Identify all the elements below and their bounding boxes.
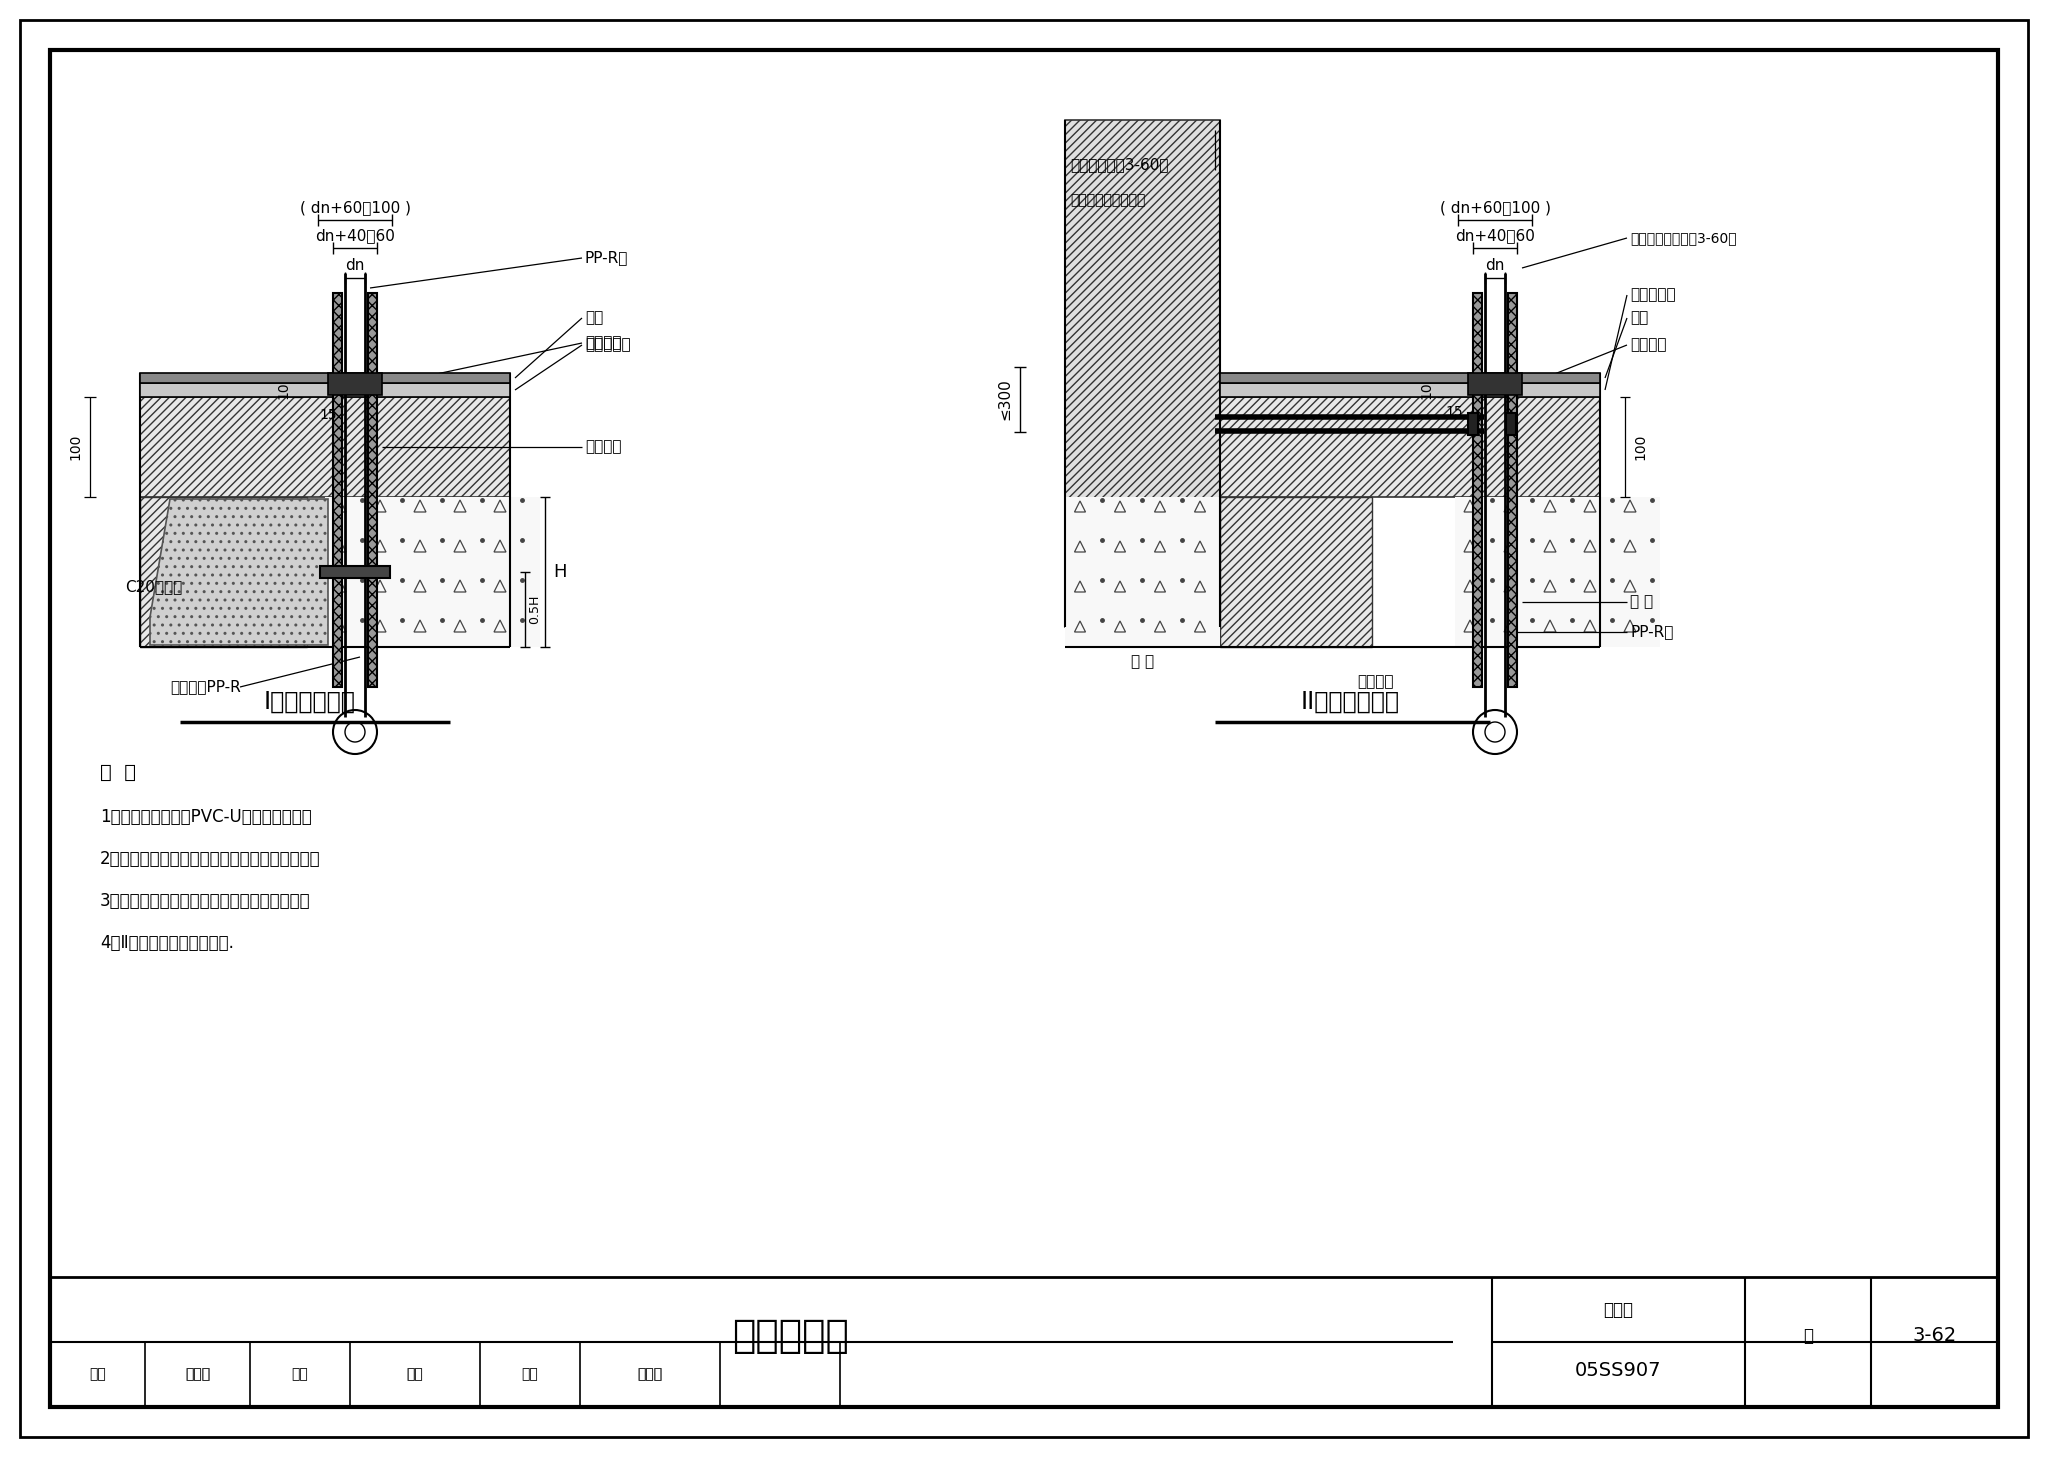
Text: 15: 15 bbox=[1446, 405, 1462, 420]
Polygon shape bbox=[334, 293, 342, 688]
Text: 同利国: 同利国 bbox=[637, 1368, 664, 1381]
Text: 100: 100 bbox=[1632, 434, 1647, 460]
Bar bbox=[1065, 497, 1221, 647]
Text: 钢筋砼楼面: 钢筋砼楼面 bbox=[586, 338, 631, 353]
Text: 墙 体: 墙 体 bbox=[1130, 654, 1155, 670]
Text: 10: 10 bbox=[1419, 382, 1434, 399]
Text: ( dn+60～100 ): ( dn+60～100 ) bbox=[299, 200, 410, 216]
Polygon shape bbox=[369, 293, 377, 688]
Text: 固定支架详见3-60页: 固定支架详见3-60页 bbox=[1069, 157, 1169, 172]
Text: 同利国: 同利国 bbox=[637, 1368, 664, 1381]
Text: 柔性填料: 柔性填料 bbox=[1356, 675, 1393, 689]
Bar bbox=[328, 373, 383, 395]
Text: 校对: 校对 bbox=[291, 1368, 309, 1381]
Text: 4．Ⅱ型固定亦可设于楼板下.: 4．Ⅱ型固定亦可设于楼板下. bbox=[100, 934, 233, 951]
Polygon shape bbox=[1507, 293, 1518, 688]
Text: 设计: 设计 bbox=[522, 1368, 539, 1381]
Text: 10: 10 bbox=[276, 382, 291, 399]
Bar bbox=[49, 1276, 1999, 1407]
Text: 防水套管PP-R: 防水套管PP-R bbox=[170, 679, 242, 695]
Text: 柔性填料: 柔性填料 bbox=[586, 440, 621, 455]
Bar bbox=[1454, 497, 1661, 647]
Text: 面层: 面层 bbox=[1630, 310, 1649, 325]
Bar bbox=[139, 497, 307, 647]
Bar bbox=[139, 396, 510, 497]
Text: dn: dn bbox=[346, 258, 365, 272]
Text: C20细石砼: C20细石砼 bbox=[125, 580, 182, 594]
Text: ( dn+60～100 ): ( dn+60～100 ) bbox=[1440, 200, 1550, 216]
Text: 曲申面: 曲申面 bbox=[186, 1368, 211, 1381]
Text: PP-R管: PP-R管 bbox=[586, 251, 629, 265]
Bar bbox=[139, 373, 510, 383]
Text: 15: 15 bbox=[319, 408, 336, 423]
Text: 3-62: 3-62 bbox=[1913, 1326, 1956, 1345]
Text: dn+40～60: dn+40～60 bbox=[315, 227, 395, 243]
Bar bbox=[1468, 412, 1479, 436]
Bar bbox=[1221, 497, 1372, 647]
Text: dn: dn bbox=[1485, 258, 1505, 272]
Text: （也可设于楼板下）: （也可设于楼板下） bbox=[1069, 192, 1145, 207]
Bar bbox=[1065, 119, 1221, 627]
Text: 防水油膏: 防水油膏 bbox=[1630, 338, 1667, 353]
Text: I型固定穿楼面: I型固定穿楼面 bbox=[264, 691, 356, 714]
Text: 0.5H: 0.5H bbox=[528, 594, 541, 624]
Text: 黄波: 黄波 bbox=[408, 1368, 424, 1381]
Text: 100: 100 bbox=[68, 434, 82, 460]
Bar bbox=[1221, 396, 1599, 497]
Text: 黄波: 黄波 bbox=[408, 1368, 424, 1381]
Polygon shape bbox=[1473, 293, 1483, 688]
Text: 审核: 审核 bbox=[90, 1368, 106, 1381]
Text: 曲申面: 曲申面 bbox=[186, 1368, 211, 1381]
Bar bbox=[139, 383, 510, 396]
Text: H: H bbox=[553, 562, 567, 581]
Text: 1．穿楼面套管采用PVC-U给水管或钢管。: 1．穿楼面套管采用PVC-U给水管或钢管。 bbox=[100, 809, 311, 826]
Text: 管道穿楼面: 管道穿楼面 bbox=[731, 1317, 848, 1355]
Text: II型固定穿楼面: II型固定穿楼面 bbox=[1300, 691, 1399, 714]
Polygon shape bbox=[150, 498, 328, 645]
Text: 面层: 面层 bbox=[586, 310, 604, 325]
Text: ≤300: ≤300 bbox=[997, 379, 1012, 421]
Bar bbox=[1468, 373, 1522, 395]
Text: 说  明: 说 明 bbox=[100, 762, 135, 781]
Text: 05SS907: 05SS907 bbox=[1575, 1361, 1661, 1380]
Text: dn+40～60: dn+40～60 bbox=[1454, 227, 1534, 243]
Bar bbox=[1505, 412, 1516, 436]
Bar bbox=[319, 565, 389, 578]
Text: 套 管: 套 管 bbox=[1630, 594, 1653, 609]
Text: 固定支架套管详见3-60页: 固定支架套管详见3-60页 bbox=[1630, 232, 1737, 245]
Bar bbox=[326, 497, 541, 647]
Text: 2．括号标注的套管规格用于外包保温层的管道。: 2．括号标注的套管规格用于外包保温层的管道。 bbox=[100, 849, 322, 868]
Text: 钢筋砼楼面: 钢筋砼楼面 bbox=[1630, 287, 1675, 303]
Bar bbox=[1221, 373, 1599, 383]
Text: 页: 页 bbox=[1802, 1326, 1812, 1345]
Text: 3．柔性填料采用发泡聚乙烯或聚氨酯等材料。: 3．柔性填料采用发泡聚乙烯或聚氨酯等材料。 bbox=[100, 892, 311, 911]
Text: 防水油膏: 防水油膏 bbox=[586, 335, 621, 351]
Bar bbox=[1221, 383, 1599, 396]
Text: 图集号: 图集号 bbox=[1604, 1301, 1632, 1319]
Text: PP-R管: PP-R管 bbox=[1630, 625, 1673, 640]
